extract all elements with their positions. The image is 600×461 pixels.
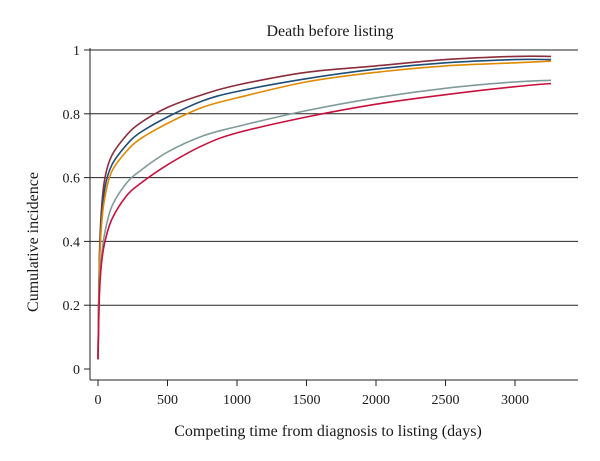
axes — [89, 48, 578, 381]
series-line-0 — [97, 55, 552, 360]
series-line-1 — [97, 58, 552, 360]
x-tick-label-6: 3000 — [501, 393, 529, 408]
gridlines — [90, 49, 578, 306]
y-tick-label-2: 0.4 — [63, 235, 81, 250]
series-lines — [97, 55, 552, 360]
x-tick-label-4: 2000 — [362, 393, 390, 408]
series-line-3 — [97, 79, 552, 360]
series-line-4 — [97, 82, 552, 360]
x-axis-label: Competing time from diagnosis to listing… — [174, 423, 482, 440]
y-tick-label-4: 0.8 — [63, 108, 81, 123]
y-tick-label-0: 0 — [73, 363, 80, 378]
tick-marks — [84, 49, 516, 386]
x-tick-label-3: 1500 — [293, 393, 321, 408]
x-tick-label-5: 2500 — [432, 393, 460, 408]
y-tick-label-1: 0.2 — [63, 299, 81, 314]
y-axis-label: Cumulative incidence — [25, 172, 42, 312]
series-line-2 — [97, 60, 552, 360]
chart-title: Death before listing — [266, 23, 393, 40]
x-tick-label-0: 0 — [95, 393, 102, 408]
x-tick-label-1: 500 — [157, 393, 178, 408]
x-tick-label-2: 1000 — [223, 393, 251, 408]
y-tick-label-3: 0.6 — [63, 172, 81, 187]
y-tick-label-5: 1 — [73, 44, 80, 59]
